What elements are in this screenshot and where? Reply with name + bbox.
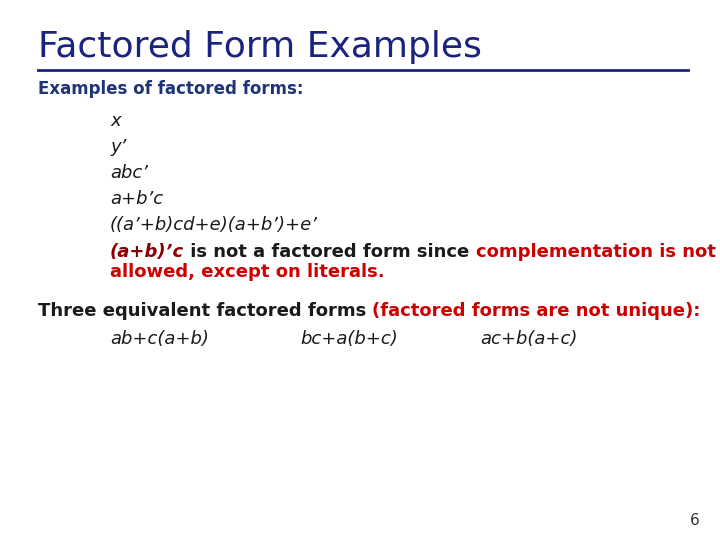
- Text: bc+a(b+c): bc+a(b+c): [300, 330, 397, 348]
- Text: abc’: abc’: [110, 164, 148, 182]
- Text: Factored Form Examples: Factored Form Examples: [38, 30, 482, 64]
- Text: x: x: [110, 112, 121, 130]
- Text: is not a factored form since: is not a factored form since: [184, 243, 476, 261]
- Text: ((a’+b)cd+e)(a+b’)+e’: ((a’+b)cd+e)(a+b’)+e’: [110, 216, 318, 234]
- Text: ac+b(a+c): ac+b(a+c): [480, 330, 577, 348]
- Text: 6: 6: [690, 513, 700, 528]
- Text: allowed, except on literals.: allowed, except on literals.: [110, 263, 384, 281]
- Text: complementation is not: complementation is not: [476, 243, 716, 261]
- Text: a+b’c: a+b’c: [110, 190, 163, 208]
- Text: Examples of factored forms:: Examples of factored forms:: [38, 80, 304, 98]
- Text: y’: y’: [110, 138, 127, 156]
- Text: (a+b)’c: (a+b)’c: [110, 243, 184, 261]
- Text: ab+c(a+b): ab+c(a+b): [110, 330, 209, 348]
- Text: (factored forms are not unique):: (factored forms are not unique):: [372, 302, 701, 320]
- Text: Three equivalent factored forms: Three equivalent factored forms: [38, 302, 372, 320]
